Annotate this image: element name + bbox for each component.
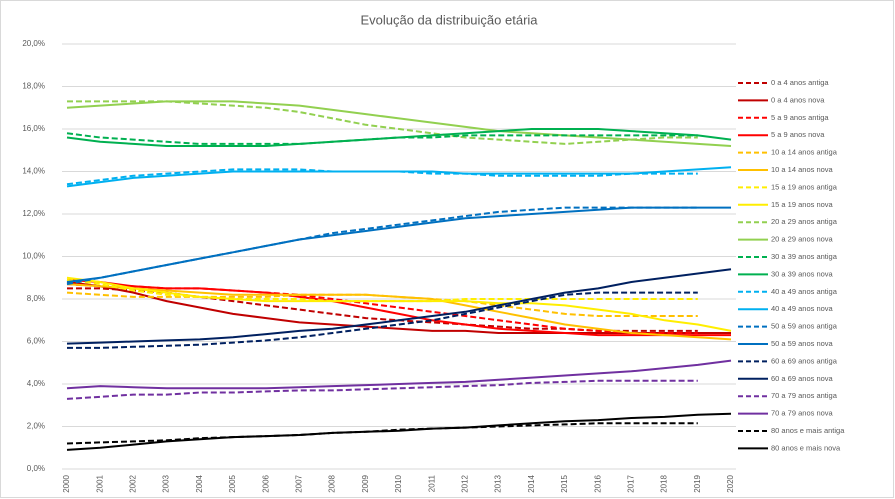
y-tick-label: 20,0%	[22, 39, 45, 48]
legend-label: 30 a 39 anos antiga	[771, 252, 838, 261]
legend-label: 60 a 69 anos antiga	[771, 356, 838, 365]
legend-label: 5 a 9 anos nova	[771, 130, 825, 139]
chart-title: Evolução da distribuição etária	[360, 12, 538, 27]
legend-label: 50 a 59 anos nova	[771, 339, 834, 348]
x-tick-label: 2020	[726, 474, 735, 492]
series-line	[66, 206, 698, 286]
y-tick-label: 18,0%	[22, 82, 45, 91]
x-tick-label: 2004	[195, 474, 204, 492]
legend-label: 40 a 49 anos antiga	[771, 287, 838, 296]
y-tick-label: 12,0%	[22, 209, 45, 218]
y-tick-label: 4,0%	[27, 379, 45, 388]
x-tick-label: 2012	[461, 474, 470, 492]
y-tick-label: 8,0%	[27, 294, 45, 303]
legend-label: 80 anos e mais nova	[771, 443, 841, 452]
x-tick-label: 2014	[527, 474, 536, 492]
x-tick-label: 2015	[560, 474, 569, 492]
y-tick-label: 6,0%	[27, 337, 45, 346]
x-tick-label: 2018	[660, 474, 669, 492]
legend-label: 15 a 19 anos antiga	[771, 182, 838, 191]
x-tick-label: 2002	[129, 474, 138, 492]
x-tick-label: 2019	[693, 474, 702, 492]
legend-label: 20 a 29 anos antiga	[771, 217, 838, 226]
y-tick-label: 0,0%	[27, 464, 45, 473]
legend-label: 60 a 69 anos nova	[771, 374, 834, 383]
y-tick-label: 14,0%	[22, 167, 45, 176]
x-tick-label: 2010	[394, 474, 403, 492]
x-tick-label: 2006	[261, 474, 270, 492]
series-line	[66, 281, 731, 334]
x-tick-label: 2007	[295, 474, 304, 492]
x-tick-label: 2011	[427, 474, 436, 492]
legend-label: 0 a 4 anos nova	[771, 95, 825, 104]
legend-label: 15 a 19 anos nova	[771, 200, 834, 209]
series-line	[66, 359, 732, 390]
legend-label: 30 a 39 anos nova	[771, 269, 834, 278]
series-line	[66, 268, 732, 345]
x-tick-label: 2000	[62, 474, 71, 492]
series-line	[66, 206, 731, 283]
series-line	[66, 283, 732, 341]
series-line	[66, 379, 698, 400]
legend-label: 40 a 49 anos nova	[771, 304, 834, 313]
x-tick-label: 2003	[162, 474, 171, 492]
series-line	[66, 412, 732, 451]
y-tick-label: 10,0%	[22, 252, 45, 261]
x-tick-label: 2005	[228, 474, 237, 492]
series-line	[67, 100, 698, 145]
series-line	[66, 278, 731, 337]
legend-label: 70 a 79 anos antiga	[771, 391, 838, 400]
x-tick-label: 2013	[494, 474, 503, 492]
series-line	[66, 128, 732, 147]
x-tick-label: 2016	[593, 474, 602, 492]
y-tick-label: 2,0%	[27, 422, 45, 431]
series-line	[66, 166, 732, 188]
legend-label: 5 a 9 anos antiga	[771, 113, 829, 122]
legend-label: 10 a 14 anos nova	[771, 165, 834, 174]
series-line	[67, 287, 698, 332]
x-tick-label: 2017	[627, 474, 636, 492]
series-line	[66, 100, 732, 147]
series-line	[67, 291, 698, 349]
x-tick-label: 2001	[95, 474, 104, 492]
series-line	[66, 276, 732, 332]
y-tick-label: 16,0%	[22, 124, 45, 133]
legend-label: 50 a 59 anos antiga	[771, 322, 838, 331]
series-line	[66, 283, 698, 334]
legend-label: 80 anos e mais antiga	[771, 426, 845, 435]
legend-label: 10 a 14 anos antiga	[771, 148, 838, 157]
legend-label: 70 a 79 anos nova	[771, 409, 834, 418]
x-tick-label: 2009	[361, 474, 370, 492]
x-tick-label: 2008	[328, 474, 337, 492]
legend-label: 20 a 29 anos nova	[771, 235, 834, 244]
legend-label: 0 a 4 anos antiga	[771, 78, 829, 87]
